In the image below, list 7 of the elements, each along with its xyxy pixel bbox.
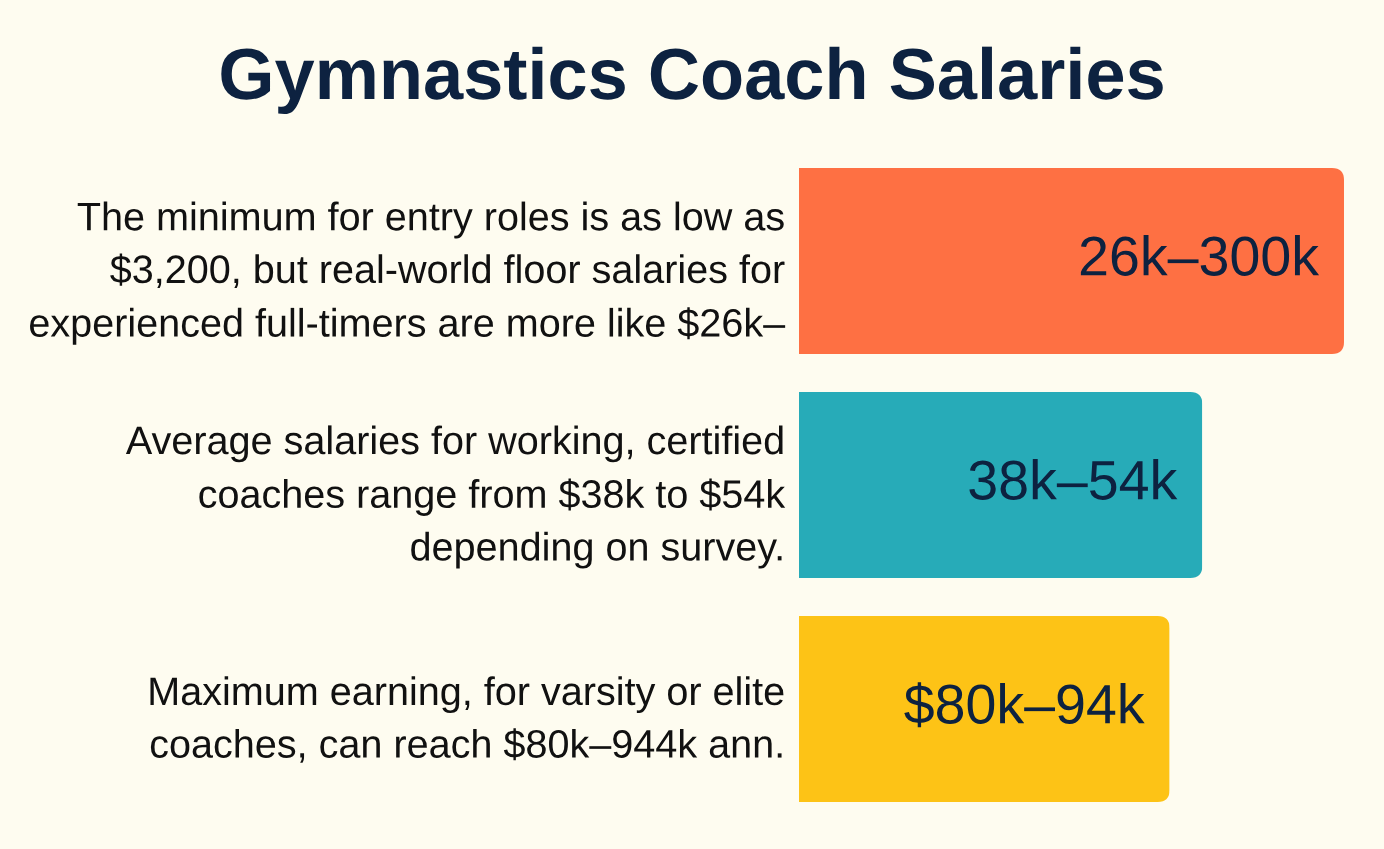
annotation: 38k–54k — [969, 459, 1178, 500]
y-tick-label: Average salaries for working, certified coaches range from $38k to $54k depending on survey. — [125, 425, 786, 569]
y-tick-label: The minimum for entry roles is as low as $3,200, but real-world floor salaries for experienced full-timers are more like $26k– — [30, 201, 786, 345]
y-tick-label: Maximum earning, for varsity or elite coaches, can reach $80k–944k ann. — [150, 676, 784, 763]
annotation: 26k–300k — [1080, 235, 1320, 276]
chart-title: Gymnastics Coach Salaries — [221, 46, 1163, 114]
annotation: $80k–94k — [904, 682, 1145, 728]
